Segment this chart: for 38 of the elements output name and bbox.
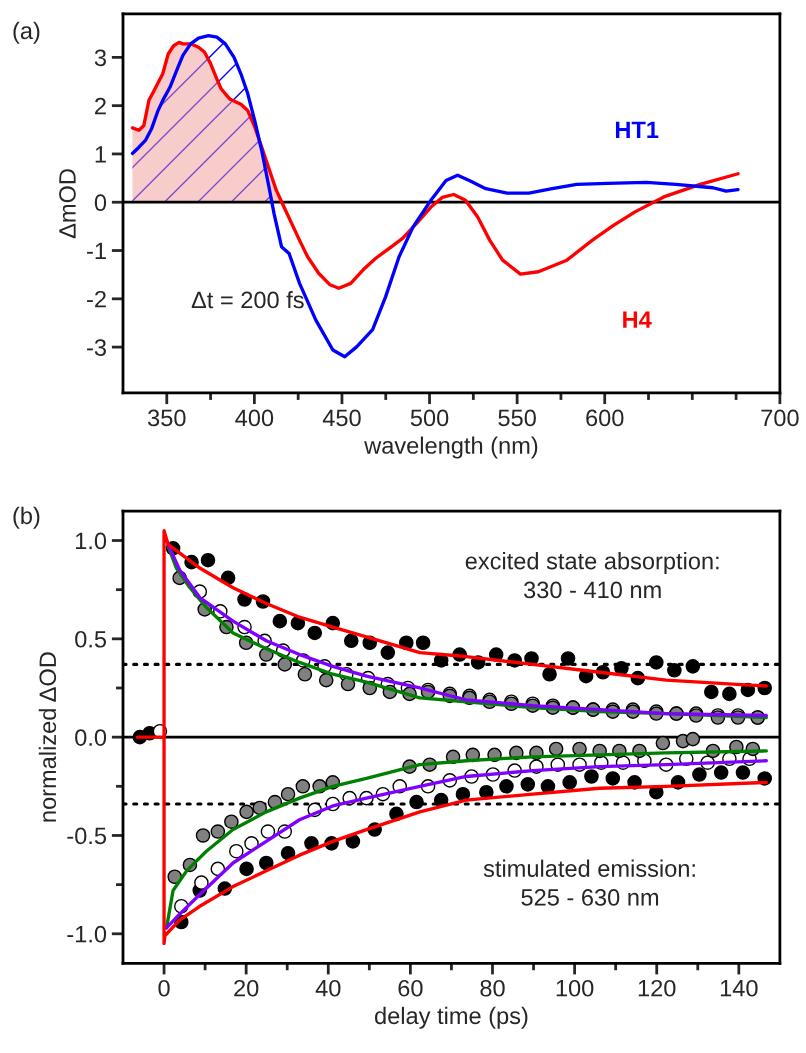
- x-tick-label: 120: [638, 979, 676, 997]
- y-tick-label: 1.0: [76, 532, 107, 550]
- y-tick-label: 0: [94, 194, 107, 212]
- x-tick-label: 500: [410, 409, 449, 427]
- x-tick-label: 80: [480, 979, 505, 997]
- text: (b): [13, 506, 40, 529]
- x-tick-label: 350: [147, 409, 186, 427]
- y-axis-title: normalized ΔOD: [38, 652, 57, 822]
- x-tick-label: 600: [586, 409, 624, 427]
- y-tick-label: -2: [87, 290, 106, 308]
- y-axis-title: ΔmOD: [59, 169, 76, 239]
- text: H4: [623, 311, 652, 328]
- text: (a): [13, 21, 40, 44]
- x-tick-label: 20: [234, 979, 259, 997]
- x-axis-title: delay time (ps): [375, 1006, 528, 1029]
- x-tick-label: 100: [556, 979, 594, 997]
- y-tick-label: -0.5: [67, 827, 107, 845]
- annotation: Δt = 200 fs: [191, 291, 304, 309]
- y-tick-label: -3: [87, 339, 106, 356]
- y-tick-label: 0.0: [75, 729, 107, 746]
- x-tick-label: 400: [235, 409, 274, 427]
- x-tick-label: 550: [498, 409, 536, 427]
- x-axis-title: wavelength (nm): [364, 436, 538, 459]
- y-tick-label: 2: [95, 97, 106, 115]
- y-tick-label: -1.0: [67, 925, 107, 943]
- y-tick-label: -1: [87, 242, 106, 260]
- x-tick-label: 140: [720, 979, 758, 997]
- x-tick-label: 700: [761, 409, 799, 427]
- y-tick-label: 1: [95, 146, 106, 163]
- x-tick-label: 40: [315, 979, 341, 997]
- y-tick-label: 3: [94, 49, 106, 67]
- series-label: HT1: [615, 121, 659, 138]
- x-tick-label: 60: [398, 979, 423, 997]
- x-tick-label: 0: [158, 979, 170, 997]
- annotation: stimulated emission: 525 - 630 nm: [483, 859, 695, 906]
- annotation: excited state absorption: 330 - 410 nm: [465, 552, 719, 599]
- y-tick-label: 0.5: [75, 630, 107, 648]
- x-tick-label: 450: [322, 409, 361, 427]
